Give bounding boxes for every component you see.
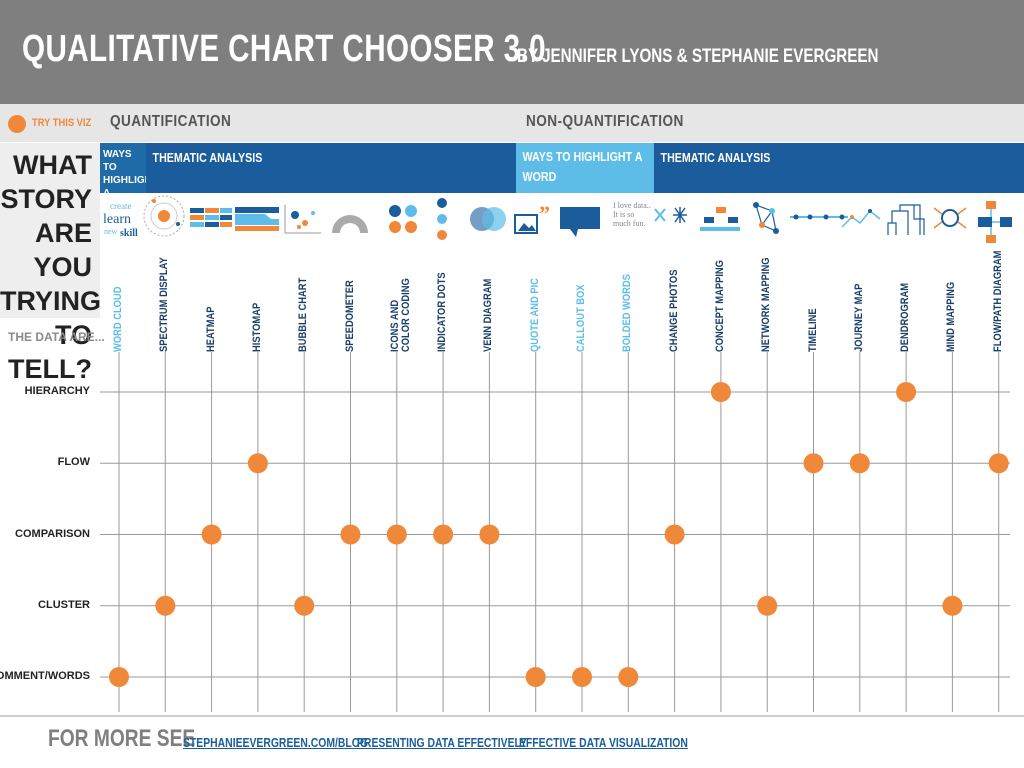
svg-text:create: create (110, 201, 131, 211)
histomap-icon (235, 207, 279, 231)
try-viz-dot (664, 524, 685, 545)
row-label: FLOW (57, 456, 90, 469)
category-quantification: QUANTIFICATION (110, 113, 232, 130)
try-viz-dot (433, 524, 454, 545)
try-viz-dot (710, 382, 731, 402)
dendrogram-icon (887, 204, 925, 235)
subcategory-n-thematic: THEMATIC ANALYSIS (654, 143, 1024, 193)
indicator-dots-icon (437, 198, 447, 240)
try-viz-dot (479, 524, 500, 545)
row-label: HIERARCHY (24, 385, 90, 397)
word-cloud-icon: create learn new skill (103, 201, 138, 239)
try-viz-dot (294, 595, 315, 616)
subcategory-n-ways: WAYS TO HIGHLIGHT A WORD (516, 143, 654, 193)
row-label: COMPARISON (15, 527, 90, 540)
svg-text:learn: learn (103, 212, 131, 227)
footer-divider (0, 715, 1024, 717)
subcategory-q-thematic: THEMATIC ANALYSIS (146, 143, 516, 193)
icons-color-coding-icon (389, 205, 417, 233)
bolded-words-icon: I love data.. It is so much fun. (613, 201, 651, 228)
try-viz-dot (942, 595, 963, 616)
story-question: WHAT STORY ARE YOU TRYING TO TELL? (0, 150, 101, 384)
try-viz-dot (849, 453, 870, 474)
try-viz-dot (988, 453, 1009, 474)
bubble-chart-icon (284, 205, 321, 234)
link-blog[interactable]: STEPHANIEEVERGREEN.COM/BLOG (183, 735, 368, 750)
row-label: COMMENT/WORDS (0, 670, 90, 682)
speedometer-icon (332, 215, 368, 233)
data-are-label: THE DATA ARE... (8, 330, 105, 344)
try-viz-dot (618, 667, 639, 687)
venn-diagram-icon (470, 207, 506, 231)
legend-dot-icon (8, 115, 26, 133)
svg-text:new: new (104, 227, 118, 236)
try-viz-dot (572, 667, 592, 687)
category-non-quantification: NON-QUANTIFICATION (526, 113, 684, 130)
mind-mapping-icon (933, 207, 967, 229)
try-viz-dot (757, 595, 778, 616)
legend-label: TRY THIS VIZ (32, 117, 92, 129)
try-viz-dot (386, 524, 407, 545)
try-viz-dot (201, 524, 222, 545)
try-viz-dot (109, 667, 129, 687)
quote-pic-icon: ” (514, 201, 550, 234)
svg-text:skill: skill (120, 228, 138, 239)
try-viz-dot (155, 595, 176, 616)
callout-box-icon (560, 207, 600, 237)
story-panel (0, 143, 100, 318)
try-viz-dot (247, 453, 268, 474)
journey-map-icon (841, 209, 881, 228)
subcategory-q-ways: WAYS TO HIGHLIGHT A WORD (100, 143, 158, 212)
category-band (0, 104, 1024, 142)
page-title: QUALITATIVE CHART CHOOSER 3.0 (22, 28, 547, 70)
row-label: CLUSTER (38, 598, 90, 611)
header-bar: QUALITATIVE CHART CHOOSER 3.0 BY JENNIFE… (0, 0, 1024, 104)
page-subtitle: BY JENNIFER LYONS & STEPHANIE EVERGREEN (517, 46, 879, 67)
try-viz-dot (896, 382, 917, 402)
heatmap-icon (190, 208, 232, 227)
flow-path-diagram-icon (978, 201, 1012, 243)
try-viz-dot (525, 667, 546, 687)
concept-mapping-icon (700, 207, 740, 231)
network-mapping-icon (753, 202, 779, 234)
change-photos-icon (654, 207, 687, 223)
timeline-icon (790, 214, 848, 220)
link-effective-dataviz[interactable]: EFFECTIVE DATA VISUALIZATION (519, 735, 688, 750)
for-more-label: FOR MORE SEE (48, 725, 196, 752)
link-presenting-data[interactable]: PRESENTING DATA EFFECTIVELY (357, 735, 527, 750)
spectrum-display-icon (143, 195, 185, 237)
try-viz-dot (803, 453, 824, 474)
try-viz-dot (340, 524, 361, 545)
chart-icons-strip: create learn new skill (103, 195, 1012, 243)
svg-text:”: ” (539, 201, 550, 226)
